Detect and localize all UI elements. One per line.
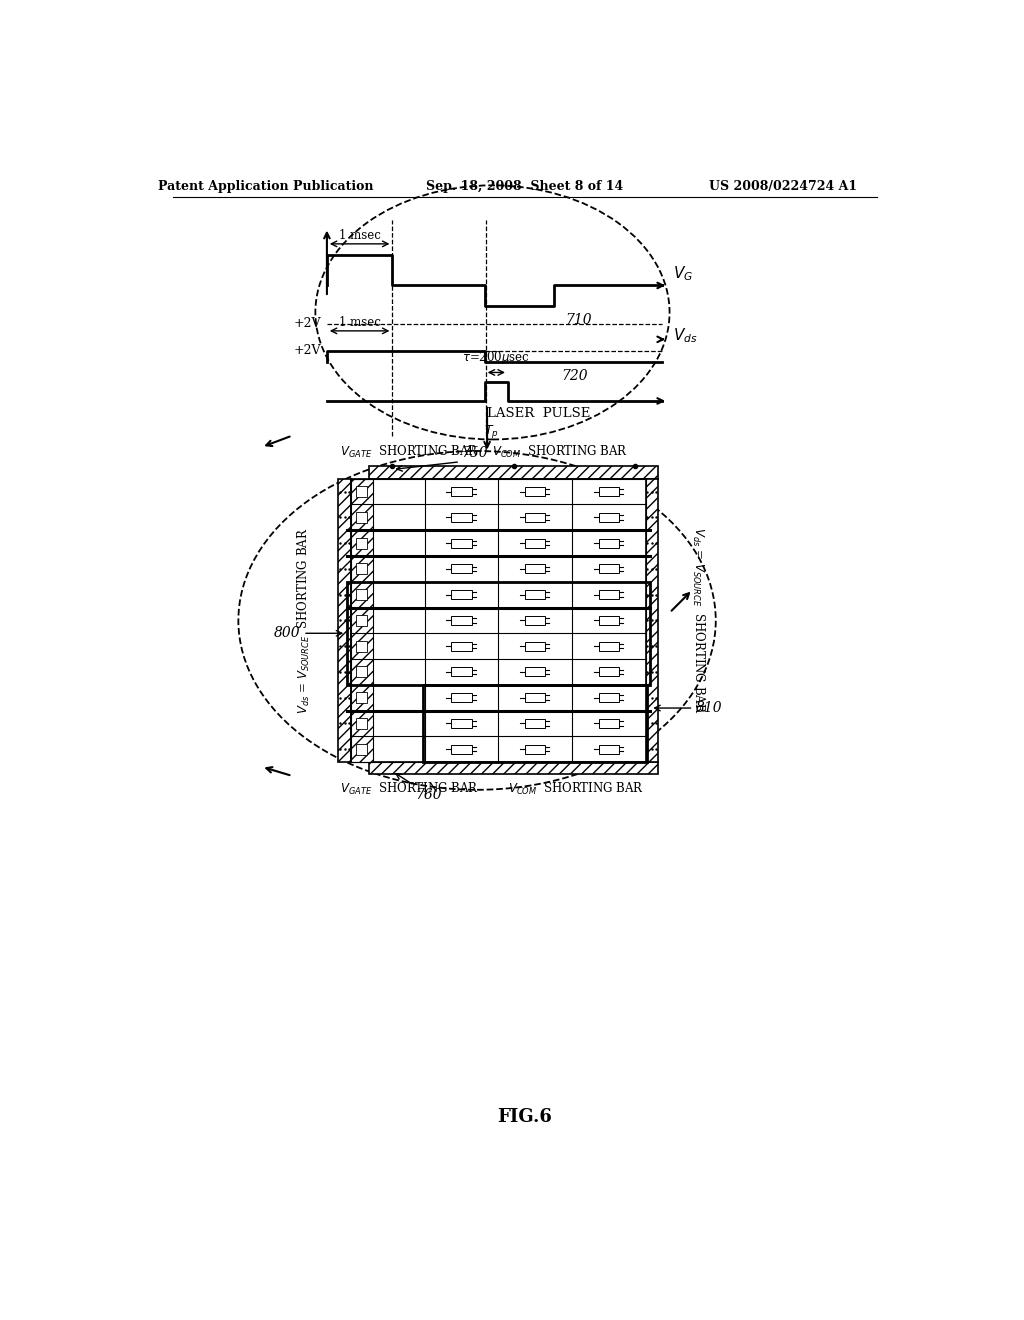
Text: 1 msec: 1 msec: [339, 315, 381, 329]
Text: 800: 800: [274, 626, 301, 640]
Bar: [524, 590, 546, 599]
Text: 810: 810: [695, 701, 722, 715]
Bar: [356, 486, 368, 498]
Bar: [598, 487, 620, 496]
Bar: [451, 487, 472, 496]
Text: $V_{ds}$ = $V_{SOURCE}$  SHORTING BAR: $V_{ds}$ = $V_{SOURCE}$ SHORTING BAR: [296, 527, 312, 714]
Bar: [524, 668, 546, 676]
Text: 760: 760: [416, 788, 442, 803]
Bar: [356, 512, 368, 523]
Bar: [598, 539, 620, 548]
Bar: [524, 513, 546, 521]
Bar: [347, 582, 649, 685]
Text: Sep. 18, 2008  Sheet 8 of 14: Sep. 18, 2008 Sheet 8 of 14: [426, 181, 624, 194]
Bar: [598, 616, 620, 624]
Bar: [356, 589, 368, 601]
Text: $\tau$=200$\mu$sec: $\tau$=200$\mu$sec: [463, 350, 530, 367]
Bar: [524, 693, 546, 702]
Text: 720: 720: [562, 370, 589, 383]
Bar: [351, 479, 373, 762]
Text: Patent Application Publication: Patent Application Publication: [158, 181, 373, 194]
Text: 710: 710: [565, 313, 592, 327]
Bar: [451, 565, 472, 573]
Text: $V_{COM}$  SHORTING BAR: $V_{COM}$ SHORTING BAR: [508, 780, 644, 797]
Bar: [598, 513, 620, 521]
Bar: [356, 564, 368, 574]
Bar: [524, 487, 546, 496]
Text: 1 msec: 1 msec: [339, 228, 381, 242]
Bar: [351, 479, 646, 762]
Text: $V_{GATE}$  SHORTING BAR: $V_{GATE}$ SHORTING BAR: [340, 444, 479, 461]
Text: $V_G$: $V_G$: [674, 264, 693, 284]
Bar: [356, 743, 368, 755]
Bar: [451, 744, 472, 754]
Bar: [598, 668, 620, 676]
Bar: [598, 642, 620, 651]
Bar: [451, 693, 472, 702]
Text: $V_{ds}$: $V_{ds}$: [674, 326, 698, 345]
Text: US 2008/0224724 A1: US 2008/0224724 A1: [710, 181, 857, 194]
Text: $T_p$: $T_p$: [483, 422, 499, 440]
Bar: [598, 693, 620, 702]
Bar: [356, 640, 368, 652]
Bar: [370, 762, 658, 775]
Bar: [598, 744, 620, 754]
Bar: [524, 539, 546, 548]
Bar: [451, 616, 472, 624]
Bar: [451, 590, 472, 599]
Bar: [451, 668, 472, 676]
Bar: [524, 565, 546, 573]
Text: $V_{ds}$ = $V_{SOURCE}$  SHORTING BAR: $V_{ds}$ = $V_{SOURCE}$ SHORTING BAR: [690, 527, 707, 714]
Bar: [451, 642, 472, 651]
Bar: [646, 479, 658, 762]
Bar: [356, 537, 368, 549]
Bar: [524, 744, 546, 754]
Text: +2V: +2V: [293, 317, 321, 330]
Bar: [451, 719, 472, 727]
Bar: [451, 513, 472, 521]
Bar: [451, 539, 472, 548]
Bar: [524, 616, 546, 624]
Bar: [598, 565, 620, 573]
Bar: [356, 718, 368, 729]
Bar: [524, 642, 546, 651]
Bar: [356, 615, 368, 626]
Text: 750: 750: [462, 446, 488, 461]
Text: +2V: +2V: [293, 345, 321, 358]
Bar: [339, 479, 351, 762]
Bar: [370, 466, 658, 479]
Bar: [598, 590, 620, 599]
Text: FIG.6: FIG.6: [498, 1107, 552, 1126]
Text: LASER  PULSE: LASER PULSE: [487, 407, 591, 420]
Bar: [598, 719, 620, 727]
Bar: [356, 692, 368, 704]
Bar: [356, 667, 368, 677]
Bar: [423, 685, 647, 762]
Text: $V_{GATE}$  SHORTING BAR: $V_{GATE}$ SHORTING BAR: [340, 780, 479, 797]
Bar: [524, 719, 546, 727]
Text: $V_{COM}$  SHORTING BAR: $V_{COM}$ SHORTING BAR: [493, 444, 629, 461]
